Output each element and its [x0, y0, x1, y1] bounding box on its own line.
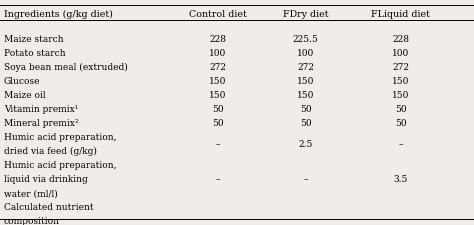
Text: 272: 272	[297, 63, 314, 72]
Text: 50: 50	[300, 105, 311, 114]
Text: Control diet: Control diet	[189, 10, 247, 19]
Text: Potato starch: Potato starch	[4, 49, 65, 58]
Text: composition: composition	[4, 216, 60, 225]
Text: 50: 50	[212, 119, 224, 128]
Text: 3.5: 3.5	[393, 175, 408, 184]
Text: 150: 150	[392, 91, 409, 100]
Text: liquid via drinking: liquid via drinking	[4, 175, 88, 184]
Text: Maize oil: Maize oil	[4, 91, 46, 100]
Text: 100: 100	[297, 49, 314, 58]
Text: 150: 150	[210, 77, 227, 86]
Text: 50: 50	[300, 119, 311, 128]
Text: 150: 150	[297, 91, 314, 100]
Text: –: –	[398, 140, 403, 149]
Text: FLiquid diet: FLiquid diet	[371, 10, 430, 19]
Text: FDry diet: FDry diet	[283, 10, 328, 19]
Text: 100: 100	[210, 49, 227, 58]
Text: 228: 228	[392, 35, 409, 44]
Text: Humic acid preparation,: Humic acid preparation,	[4, 161, 116, 170]
Text: Calculated nutrient: Calculated nutrient	[4, 202, 93, 211]
Text: 50: 50	[212, 105, 224, 114]
Text: 2.5: 2.5	[299, 140, 313, 149]
Text: Ingredients (g/kg diet): Ingredients (g/kg diet)	[4, 10, 113, 19]
Text: 225.5: 225.5	[293, 35, 319, 44]
Text: –: –	[216, 140, 220, 149]
Text: –: –	[216, 175, 220, 184]
Text: 272: 272	[210, 63, 227, 72]
Text: 100: 100	[392, 49, 409, 58]
Text: Humic acid preparation,: Humic acid preparation,	[4, 133, 116, 142]
Text: 150: 150	[297, 77, 314, 86]
Text: –: –	[303, 175, 308, 184]
Text: 50: 50	[395, 119, 406, 128]
Text: Mineral premix²: Mineral premix²	[4, 119, 78, 128]
Text: Glucose: Glucose	[4, 77, 40, 86]
Text: Soya bean meal (extruded): Soya bean meal (extruded)	[4, 63, 128, 72]
Text: Vitamin premix¹: Vitamin premix¹	[4, 105, 78, 114]
Text: water (ml/l): water (ml/l)	[4, 189, 57, 198]
Text: 150: 150	[392, 77, 409, 86]
Text: 150: 150	[210, 91, 227, 100]
Text: dried via feed (g/kg): dried via feed (g/kg)	[4, 147, 97, 156]
Text: 50: 50	[395, 105, 406, 114]
Text: Maize starch: Maize starch	[4, 35, 64, 44]
Text: 228: 228	[210, 35, 227, 44]
Text: 272: 272	[392, 63, 409, 72]
